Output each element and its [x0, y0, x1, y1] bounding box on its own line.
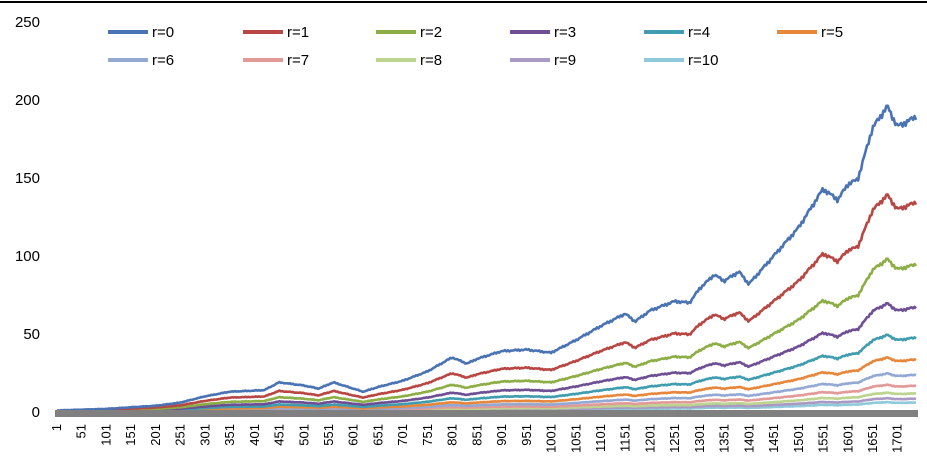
y-tick-label: 100 [15, 248, 40, 265]
legend-label: r=5 [821, 24, 843, 41]
x-tick-label: 1001 [544, 424, 559, 453]
x-tick-label: 301 [197, 424, 212, 446]
legend-label: r=7 [287, 52, 309, 69]
legend-label: r=8 [420, 52, 442, 69]
x-tick-label: 1151 [618, 424, 633, 452]
x-tick-label: 1651 [865, 424, 880, 453]
x-tick-label: 551 [321, 424, 336, 446]
x-tick-label: 1701 [890, 424, 905, 453]
x-tick-label: 1301 [692, 424, 707, 453]
series-line-r=2 [56, 257, 918, 413]
x-tick-label: 151 [123, 424, 138, 446]
x-tick-label: 51 [74, 424, 89, 438]
x-tick-label: 851 [469, 424, 484, 446]
y-tick-label: 0 [32, 404, 40, 421]
x-tick-label: 751 [420, 424, 435, 446]
legend-label: r=1 [287, 24, 309, 41]
legend-label: r=6 [152, 52, 174, 69]
x-tick-label: 1 [49, 424, 64, 431]
x-tick-label: 1201 [642, 424, 657, 453]
y-tick-label: 200 [15, 92, 40, 109]
y-tick-label: 250 [15, 14, 40, 31]
y-tick-label: 150 [15, 170, 40, 187]
x-tick-label: 101 [98, 424, 113, 446]
x-tick-label: 201 [148, 424, 163, 446]
x-tick-label: 1351 [717, 424, 732, 453]
x-tick-label: 901 [494, 424, 509, 446]
legend-label: r=10 [688, 52, 718, 69]
y-tick-label: 50 [23, 326, 40, 343]
x-tick-label: 651 [370, 424, 385, 446]
x-tick-label: 1251 [667, 424, 682, 453]
x-axis-ticks: 1 51 101 151 201 251 301 351 401 451 501 551 601 651 7… [49, 424, 905, 453]
x-tick-label: 1551 [816, 424, 831, 453]
x-tick-label: 801 [445, 424, 460, 446]
x-tick-label: 1051 [568, 424, 583, 453]
x-tick-label: 1451 [766, 424, 781, 453]
legend: r=0 r=1 r=2 r=3 r=4 r=5 r=6 r=7 r=8 r=9 r=10 [108, 24, 843, 69]
x-tick-label: 501 [296, 424, 311, 446]
x-tick-label: 951 [519, 424, 534, 446]
x-tick-label: 401 [247, 424, 262, 446]
series-line-r=4 [57, 333, 917, 413]
x-tick-label: 601 [346, 424, 361, 446]
series-line-r=0 [56, 104, 918, 412]
series-line-r=1 [56, 193, 918, 413]
legend-label: r=9 [554, 52, 576, 69]
x-tick-label: 1601 [840, 424, 855, 453]
legend-label: r=4 [688, 24, 710, 41]
x-tick-label: 351 [222, 424, 237, 446]
x-tick-label: 451 [272, 424, 287, 446]
legend-label: r=2 [420, 24, 442, 41]
series-line-r=3 [56, 301, 917, 413]
legend-label: r=3 [554, 24, 576, 41]
x-tick-label: 1101 [593, 424, 608, 452]
x-tick-label: 251 [173, 424, 188, 446]
series-lines [56, 104, 918, 413]
x-axis-band [55, 410, 918, 417]
x-tick-label: 1401 [741, 424, 756, 453]
legend-label: r=0 [152, 24, 174, 41]
x-tick-label: 701 [395, 424, 410, 446]
y-axis-ticks: 0 50 100 150 200 250 [15, 14, 40, 421]
x-tick-label: 1501 [791, 424, 806, 453]
